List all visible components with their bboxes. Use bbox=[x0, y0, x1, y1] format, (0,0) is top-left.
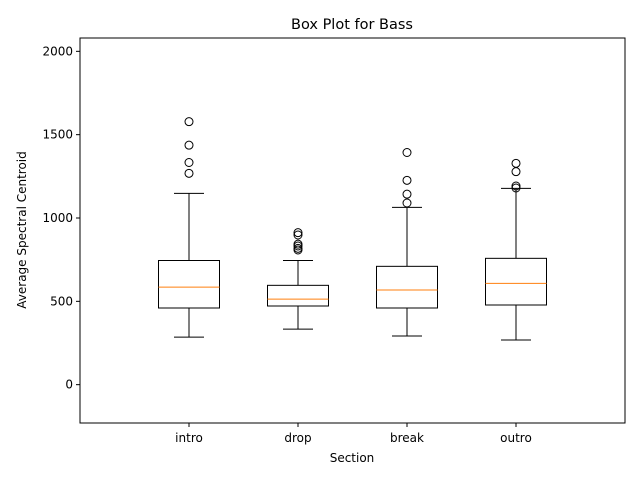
box-break bbox=[376, 265, 438, 309]
y-tick-label: 1000 bbox=[42, 211, 73, 225]
plot-area: 0 500 1000 1500 2000 intro drop break outro bbox=[42, 44, 547, 445]
outlier-point bbox=[184, 117, 194, 127]
x-tick-label: break bbox=[390, 431, 424, 445]
outlier-point bbox=[402, 189, 412, 199]
outlier-point bbox=[402, 148, 412, 157]
outlier-point bbox=[402, 198, 412, 208]
outlier-point bbox=[511, 181, 521, 191]
chart-title: Box Plot for Bass bbox=[291, 17, 413, 33]
y-tick-label: 500 bbox=[50, 294, 73, 308]
axes-frame bbox=[79, 37, 626, 424]
outlier-point bbox=[184, 140, 194, 150]
x-axis-label: Section bbox=[330, 451, 375, 465]
outlier-point bbox=[293, 243, 303, 253]
box-intro bbox=[158, 260, 220, 309]
x-tick-label: intro bbox=[175, 431, 203, 445]
outlier-point bbox=[293, 228, 303, 238]
x-tick-label: outro bbox=[500, 431, 532, 445]
outlier-point bbox=[511, 158, 521, 168]
outlier-point bbox=[402, 175, 412, 185]
box-drop bbox=[267, 284, 329, 307]
outlier-point bbox=[184, 158, 194, 167]
box-outro bbox=[485, 257, 547, 306]
outlier-point bbox=[293, 230, 303, 240]
outlier-point bbox=[184, 168, 194, 178]
y-tick-label: 0 bbox=[65, 378, 73, 392]
outlier-point bbox=[293, 239, 303, 249]
y-axis-label: Average Spectral Centroid bbox=[15, 151, 29, 308]
x-tick-label: drop bbox=[284, 431, 311, 445]
y-tick-label: 1500 bbox=[42, 128, 73, 142]
y-tick-label: 2000 bbox=[42, 44, 73, 58]
